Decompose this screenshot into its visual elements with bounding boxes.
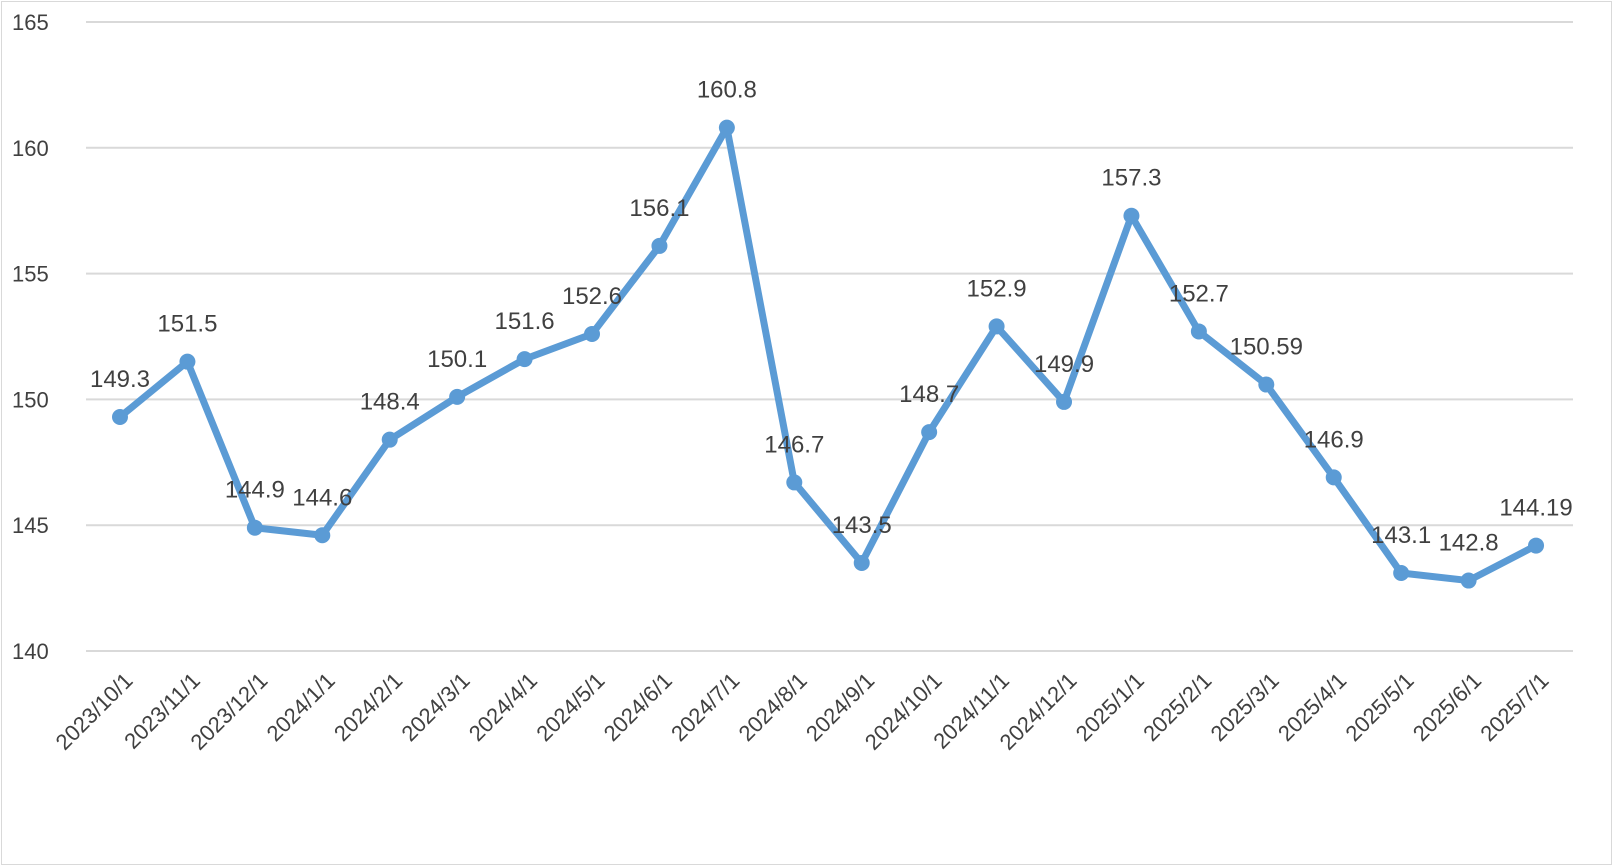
data-label: 148.4 xyxy=(360,389,420,416)
data-point xyxy=(381,431,398,448)
y-tick-label: 150 xyxy=(12,387,49,412)
data-label: 146.7 xyxy=(764,431,824,458)
y-tick-label: 160 xyxy=(12,136,49,161)
y-tick-label: 145 xyxy=(12,513,49,538)
data-point xyxy=(1393,565,1410,582)
data-label: 157.3 xyxy=(1101,165,1161,192)
x-tick-label: 2025/7/1 xyxy=(1475,668,1553,746)
x-tick-label: 2024/7/1 xyxy=(666,668,744,746)
data-label: 151.5 xyxy=(157,311,217,338)
data-point xyxy=(1123,207,1140,224)
data-label: 143.1 xyxy=(1371,522,1431,549)
data-point xyxy=(1056,393,1073,410)
data-point xyxy=(1325,469,1342,486)
data-label: 152.6 xyxy=(562,283,622,310)
data-point xyxy=(584,325,601,342)
data-point xyxy=(1190,323,1207,340)
x-tick-label: 2025/2/1 xyxy=(1138,668,1216,746)
data-label: 142.8 xyxy=(1439,530,1499,557)
data-point xyxy=(988,318,1005,335)
x-tick-label: 2024/8/1 xyxy=(734,668,812,746)
x-tick-label: 2025/5/1 xyxy=(1340,668,1418,746)
data-point xyxy=(246,519,263,536)
data-point xyxy=(112,409,128,426)
y-tick-label: 165 xyxy=(12,10,49,35)
series-line xyxy=(116,124,1540,585)
data-point xyxy=(1528,537,1545,554)
data-label: 148.7 xyxy=(899,381,959,408)
data-label: 150.59 xyxy=(1230,334,1303,361)
data-point xyxy=(853,554,870,571)
data-label: 146.9 xyxy=(1304,426,1364,453)
data-label: 144.6 xyxy=(292,484,352,511)
x-tick-label: 2024/2/1 xyxy=(329,668,407,746)
data-point xyxy=(1460,572,1477,589)
data-label: 143.5 xyxy=(832,512,892,539)
x-tick-label: 2024/5/1 xyxy=(531,668,609,746)
x-tick-label: 2025/3/1 xyxy=(1206,668,1284,746)
data-label: 149.9 xyxy=(1034,351,1094,378)
data-point xyxy=(314,527,331,544)
data-point xyxy=(179,353,196,370)
data-label: 160.8 xyxy=(697,77,757,104)
x-tick-label: 2025/6/1 xyxy=(1408,668,1486,746)
data-label: 151.6 xyxy=(495,308,555,335)
y-tick-label: 155 xyxy=(12,262,49,287)
x-tick-label: 2024/1/1 xyxy=(262,668,340,746)
data-point xyxy=(516,351,533,368)
data-label: 144.19 xyxy=(1499,495,1572,522)
x-tick-label: 2024/6/1 xyxy=(599,668,677,746)
data-label: 144.9 xyxy=(225,477,285,504)
x-tick-label: 2025/4/1 xyxy=(1273,668,1351,746)
y-tick-label: 140 xyxy=(12,639,49,664)
data-point xyxy=(718,119,735,136)
data-point xyxy=(1258,376,1275,393)
data-label: 149.3 xyxy=(90,366,150,393)
data-label: 156.1 xyxy=(629,195,689,222)
data-label: 152.7 xyxy=(1169,280,1229,307)
x-tick-label: 2025/1/1 xyxy=(1071,668,1149,746)
data-label: 150.1 xyxy=(427,346,487,373)
x-tick-label: 2024/3/1 xyxy=(396,668,474,746)
data-label: 152.9 xyxy=(967,275,1027,302)
x-tick-label: 2024/4/1 xyxy=(464,668,542,746)
data-point xyxy=(921,424,938,441)
data-point xyxy=(449,388,466,405)
data-point xyxy=(786,474,803,491)
data-point xyxy=(651,237,668,254)
